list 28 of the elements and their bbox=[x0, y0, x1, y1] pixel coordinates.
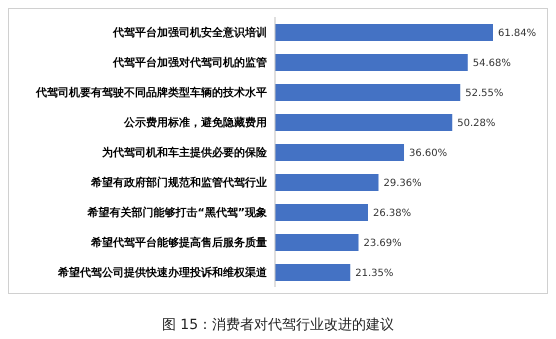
data-label: 52.55% bbox=[465, 88, 504, 100]
data-label: 23.69% bbox=[364, 238, 402, 250]
bar bbox=[275, 204, 368, 221]
bar bbox=[275, 24, 493, 41]
y-tick-label: 代驾平台加强司机安全意识培训 bbox=[112, 26, 267, 39]
y-tick-label: 希望代驾平台能够提高售后服务质量 bbox=[90, 236, 267, 249]
data-label: 50.28% bbox=[457, 118, 496, 130]
y-tick-label: 希望代驾公司提供快速办理投诉和维权渠道 bbox=[57, 266, 268, 279]
bar bbox=[275, 84, 460, 101]
y-tick-label: 为代驾司机和车主提供必要的保险 bbox=[102, 146, 268, 159]
bar bbox=[275, 54, 468, 71]
y-tick-label: 公示费用标准，避免隐藏费用 bbox=[123, 116, 267, 129]
bar bbox=[275, 234, 359, 251]
bar bbox=[275, 174, 378, 191]
y-tick-label: 希望有政府部门规范和监管代驾行业 bbox=[90, 176, 267, 189]
y-tick-label: 代驾平台加强对代驾司机的监管 bbox=[112, 56, 267, 69]
y-tick-label: 代驾司机要有驾驶不同品牌类型车辆的技术水平 bbox=[35, 86, 267, 99]
text: 图 15：消费者对代驾行业改进的建议 bbox=[160, 316, 396, 334]
bar bbox=[275, 114, 452, 131]
y-tick-label: 希望有关部门能够打击“黑代驾”现象 bbox=[86, 206, 267, 219]
data-label: 29.36% bbox=[384, 178, 422, 190]
data-label: 61.84% bbox=[498, 28, 536, 40]
data-label: 26.38% bbox=[372, 208, 412, 220]
bar bbox=[275, 264, 350, 281]
data-label: 54.68% bbox=[472, 58, 511, 70]
bar bbox=[275, 144, 404, 161]
data-label: 36.60% bbox=[409, 148, 448, 160]
data-label: 21.35% bbox=[355, 268, 394, 280]
